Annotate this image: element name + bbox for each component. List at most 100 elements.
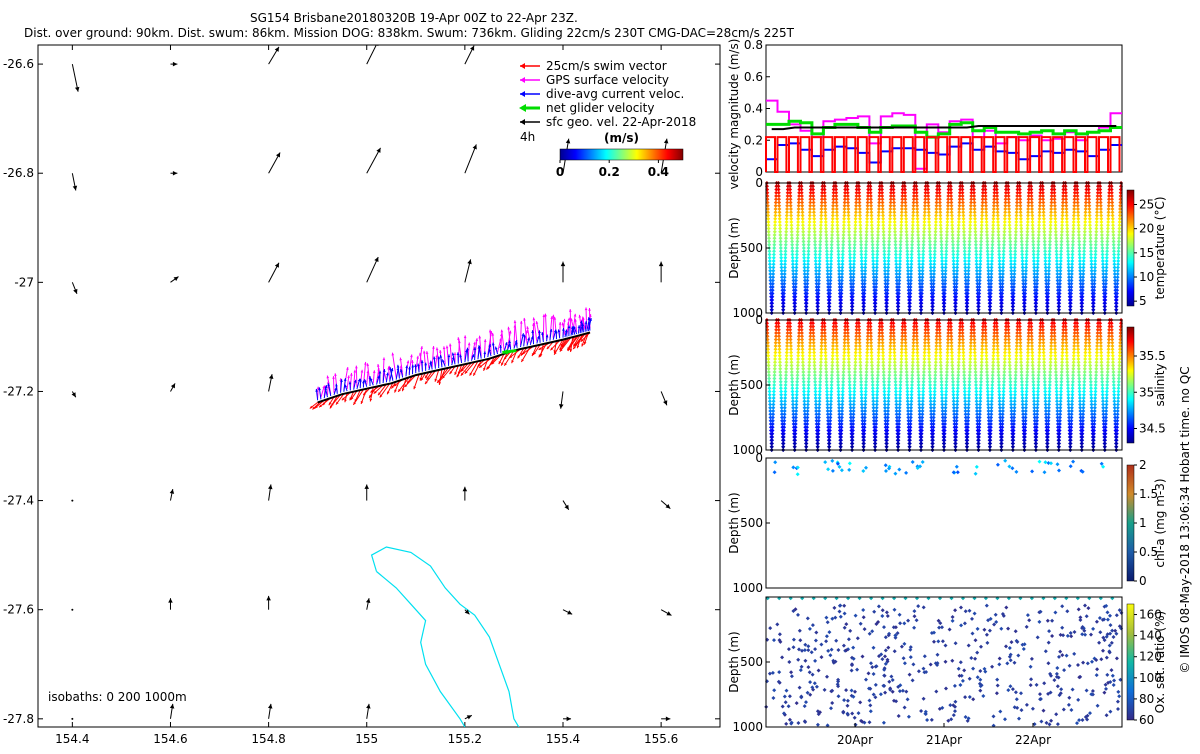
temperature-sample-point xyxy=(905,230,909,234)
salinity-sample-point xyxy=(766,354,770,358)
salinity-sample-point xyxy=(951,370,955,374)
temperature-sample-point xyxy=(794,272,798,276)
salinity-sample-point xyxy=(962,364,966,368)
temperature-sample-point xyxy=(1047,279,1051,283)
temperature-sample-point xyxy=(962,227,966,231)
temperature-sample-point xyxy=(770,308,774,312)
temperature-sample-point xyxy=(797,207,801,211)
temperature-sample-point xyxy=(1069,305,1073,309)
velocity-ytick-label: 0.2 xyxy=(744,133,763,147)
salinity-sample-point xyxy=(917,386,921,390)
salinity-sample-point xyxy=(888,364,892,368)
salinity-sample-point xyxy=(911,364,915,368)
temperature-sample-point xyxy=(955,266,959,270)
salinity-sample-point xyxy=(949,331,953,335)
salinity-sample-point xyxy=(893,367,897,371)
salinity-sample-point xyxy=(778,370,782,374)
gps-vector-head xyxy=(478,336,481,339)
salinity-sample-point xyxy=(801,370,805,374)
temperature-sample-point xyxy=(978,279,982,283)
temperature-sample-point xyxy=(773,227,777,231)
map-ytick-label: -27.6 xyxy=(3,603,34,617)
temperature-sample-point xyxy=(921,259,925,263)
salinity-sample-point xyxy=(846,331,850,335)
salinity-sample-point xyxy=(931,442,935,446)
salinity-sample-point xyxy=(768,390,772,394)
salinity-sample-point xyxy=(909,416,913,420)
salinity-sample-point xyxy=(932,403,936,407)
salinity-sample-point xyxy=(773,367,777,371)
temperature-sample-point xyxy=(888,227,892,231)
velocity-series-net xyxy=(766,121,1122,137)
salinity-sample-point xyxy=(966,409,970,413)
salinity-sample-point xyxy=(897,416,901,420)
temperature-sample-point xyxy=(1030,210,1034,214)
temperature-sample-point xyxy=(836,233,840,237)
temperature-sample-point xyxy=(782,305,786,309)
temperature-sample-point xyxy=(862,305,866,309)
geo-vector xyxy=(465,144,477,173)
salinity-sample-point xyxy=(892,351,896,355)
gps-vector-head xyxy=(364,362,367,365)
salinity-sample-point xyxy=(939,377,943,381)
temperature-sample-point xyxy=(791,259,795,263)
map-xtick-label: 155 xyxy=(355,732,378,746)
salinity-sample-point xyxy=(836,383,840,387)
salinity-sample-point xyxy=(858,341,862,345)
salinity-sample-point xyxy=(978,416,982,420)
gps-vector xyxy=(432,346,433,367)
temperature-sample-point xyxy=(790,246,794,250)
temperature-sample-point xyxy=(814,259,818,263)
temperature-sample-point xyxy=(802,256,806,260)
salinity-sample-point xyxy=(956,383,960,387)
salinity-sample-point xyxy=(929,396,933,400)
salinity-sample-point xyxy=(972,334,976,338)
temperature-sample-point xyxy=(806,266,810,270)
temperature-sample-point xyxy=(876,240,880,244)
temperature-sample-point xyxy=(876,227,880,231)
temperature-sample-point xyxy=(1112,246,1116,250)
temperature-sample-point xyxy=(767,240,771,244)
temperature-sample-point xyxy=(782,279,786,283)
temperature-sample-point xyxy=(984,207,988,211)
temperature-sample-point xyxy=(779,253,783,257)
salinity-sample-point xyxy=(817,403,821,407)
salinity-sample-point xyxy=(875,390,879,394)
salinity-sample-point xyxy=(939,370,943,374)
speed-colorbar xyxy=(560,149,683,160)
temperature-sample-point xyxy=(938,191,942,195)
temperature-sample-point xyxy=(800,201,804,205)
geo-vector-head xyxy=(366,704,370,709)
temperature-sample-point xyxy=(944,266,948,270)
temperature-sample-point xyxy=(934,207,938,211)
salinity-sample-point xyxy=(900,351,904,355)
temperature-sample-point xyxy=(853,227,857,231)
legend-geo-arrow-icon xyxy=(520,119,525,125)
glider-track xyxy=(310,307,592,409)
gps-vector-head xyxy=(567,322,570,325)
salinity-sample-point xyxy=(835,344,839,348)
temperature-sample-point xyxy=(1065,227,1069,231)
temperature-sample-point xyxy=(991,243,995,247)
salinity-sample-point xyxy=(831,354,835,358)
temperature-sample-point xyxy=(1008,227,1012,231)
temperature-sample-point xyxy=(768,253,772,257)
salinity-sample-point xyxy=(777,338,781,342)
temperature-sample-point xyxy=(933,233,937,237)
temperature-sample-point xyxy=(839,308,843,312)
temperature-sample-point xyxy=(897,279,901,283)
salinity-sample-point xyxy=(797,344,801,348)
salinity-sample-point xyxy=(991,380,995,384)
salinity-sample-point xyxy=(802,377,806,381)
temperature-sample-point xyxy=(1011,301,1015,305)
geo-vector-head xyxy=(174,277,179,281)
salinity-sample-point xyxy=(837,399,841,403)
temperature-sample-point xyxy=(801,227,805,231)
temperature-sample-point xyxy=(802,259,806,263)
legend-interval-note: 4h xyxy=(520,130,535,144)
track-line xyxy=(318,333,590,403)
temperature-sample-point xyxy=(922,233,926,237)
temperature-sample-point xyxy=(909,262,913,266)
salinity-sample-point xyxy=(908,445,912,449)
